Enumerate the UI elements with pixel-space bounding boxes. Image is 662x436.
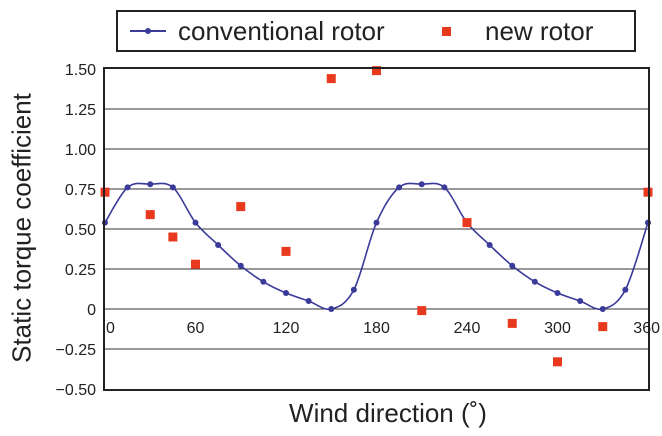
square-marker-icon [442,26,451,36]
conventional-rotor-point [124,184,131,191]
conventional-rotor-point [486,242,493,248]
grid [105,108,648,350]
y-tick-label: 1.50 [65,62,96,79]
new-rotor-point [168,232,178,242]
conventional-rotor-line [104,182,649,311]
legend-label-new-rotor: new rotor [485,15,594,46]
conventional-rotor-point [622,286,629,293]
x-tick-label: 300 [544,320,571,337]
conventional-rotor-point [169,184,176,191]
y-axis-label: Static torque coefficient [6,93,37,363]
y-tick-label: 1.25 [65,102,96,119]
new-rotor-point [191,259,200,269]
conventional-rotor-point [192,219,199,226]
y-tick-label: 0 [87,302,96,319]
plot-frame [103,67,650,391]
conventional-rotor-point [441,184,448,191]
conventional-rotor-point [373,219,380,226]
x-tick-label: 60 [187,320,205,337]
x-tick-label: 180 [363,320,390,337]
legend-item-new-rotor: new rotor [442,12,593,50]
new-rotor-point [462,218,472,228]
conventional-rotor-point [418,181,425,188]
x-tick-label: 0 [106,320,115,337]
conventional-rotor-point [531,278,538,285]
legend-item-conventional-rotor: conventional rotor [130,12,385,50]
new-rotor-point [598,322,608,332]
conventional-rotor-point [147,181,154,188]
conventional-rotor-point [283,290,289,296]
conventional-rotor-point [237,262,244,269]
y-tick-label: −0.50 [56,382,97,399]
y-tick-label: 1.00 [65,142,96,159]
conventional-rotor-point [328,306,335,312]
conventional-rotor-point [350,286,357,293]
new-rotor-point [236,202,246,212]
legend: conventional rotor new rotor [116,10,636,52]
conventional-rotor-point [577,298,584,304]
line-marker-icon [130,26,166,36]
x-tick-label: 360 [633,320,660,337]
conventional-rotor-point [599,306,606,312]
new-rotor-point [281,246,291,256]
new-rotor-point [417,306,427,316]
new-rotor-point [326,74,336,84]
legend-label-conventional-rotor: conventional rotor [178,15,385,46]
new-rotor-point [372,66,381,76]
tick-labels: 1.50 1.25 1.00 0.75 0.50 0.25 0 −0.25 −0.50 0 60 12… [56,62,661,399]
y-tick-label: 0.50 [65,222,96,239]
conventional-rotor-point [260,278,267,285]
y-tick-label: 0.25 [65,262,96,279]
y-tick-label: −0.25 [56,342,97,359]
new-rotor-point [553,357,562,367]
x-axis-label: Wind direction (˚) [289,398,487,428]
conventional-rotor-point [554,290,561,296]
new-rotor-point [145,210,155,220]
x-tick-label: 240 [454,320,481,337]
y-tick-label: 0.75 [65,182,96,199]
conventional-rotor-point [396,184,403,191]
x-tick-label: 120 [273,320,300,337]
series [100,66,653,367]
new-rotor-point [507,318,517,328]
conventional-rotor-point [305,298,312,304]
conventional-rotor-point [215,242,222,248]
conventional-rotor-point [509,262,516,269]
